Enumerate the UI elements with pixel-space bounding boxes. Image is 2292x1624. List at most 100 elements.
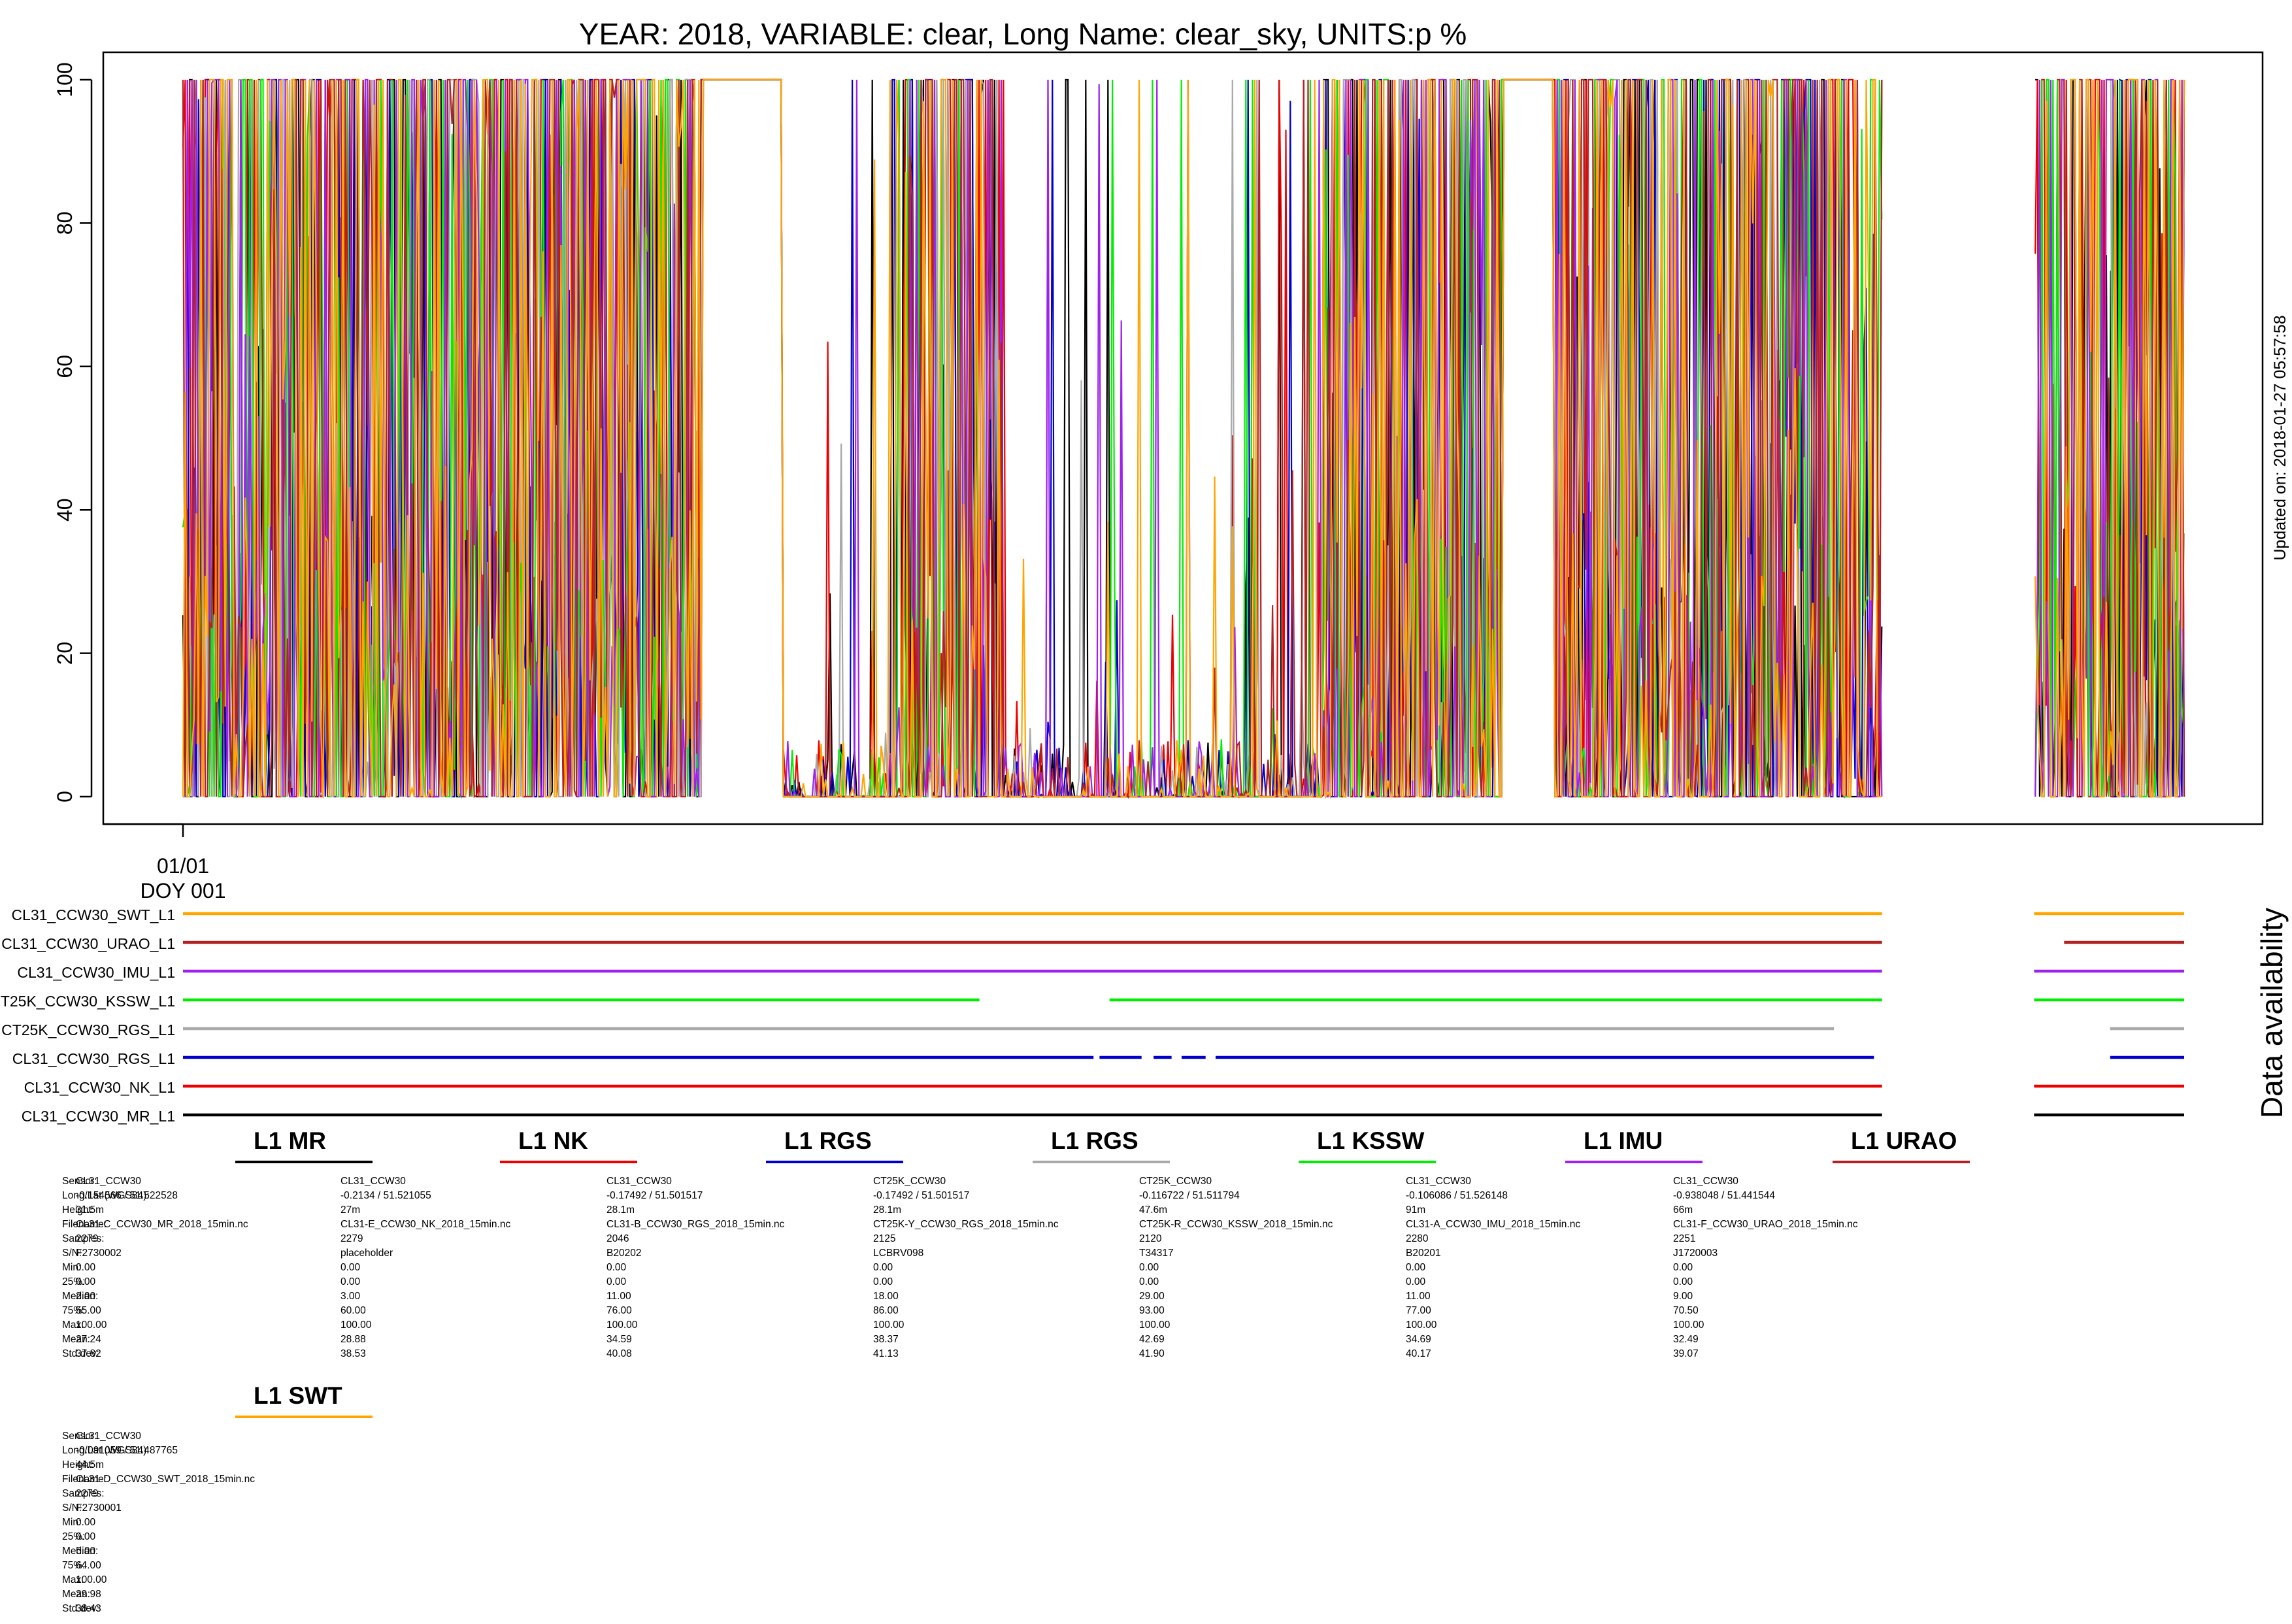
- x-tick-label-date: 01/01: [157, 854, 209, 878]
- stat-value: 28.1m: [606, 1204, 635, 1216]
- stat-value: CL31-C_CCW30_MR_2018_15min.nc: [76, 1219, 248, 1230]
- stat-value: 0.00: [76, 1531, 96, 1542]
- stat-value: 47.6m: [1139, 1204, 1168, 1216]
- availability-label: CL31_CCW30_MR_L1: [22, 1108, 175, 1125]
- stat-value: -0.091059 / 51.487765: [76, 1445, 178, 1456]
- stat-value: 44.5m: [76, 1459, 105, 1470]
- stat-value: 31.5m: [76, 1204, 105, 1216]
- stat-value: 100.00: [1139, 1319, 1171, 1331]
- stat-value: 0.00: [1673, 1262, 1693, 1273]
- stat-label: Sensor:: [62, 1176, 97, 1187]
- stat-values: CL31_CCW30 -0.091059 / 51.487765 44.5m CL31…: [76, 1429, 255, 1616]
- stat-value: 38.43: [76, 1603, 101, 1614]
- stat-label: Std.dev:: [62, 1603, 99, 1614]
- stat-value: 100.00: [873, 1319, 905, 1331]
- stat-value: 93.00: [1139, 1305, 1165, 1316]
- stat-label: Median:: [62, 1291, 99, 1302]
- series-traces: [182, 78, 2185, 800]
- stat-value: 18.00: [873, 1291, 899, 1302]
- availability-label: CL31_CCW30_NK_L1: [24, 1079, 175, 1096]
- stat-value: 76.00: [606, 1305, 632, 1316]
- stat-value: 100.00: [340, 1319, 372, 1331]
- data-availability-panel: CL31_CCW30_SWT_L1 CL31_CCW30_URAO_L1 CL31_…: [0, 906, 2184, 1125]
- stat-value: 0.00: [873, 1276, 893, 1287]
- stat-label: Long/Lat (WGS84):: [62, 1445, 150, 1456]
- stat-values: CL31_CCW30 -0.106086 / 51.526148 91m CL31-A…: [1406, 1174, 1580, 1361]
- availability-label: CL31_CCW30_SWT_L1: [11, 906, 175, 923]
- stat-value: 0.00: [873, 1262, 893, 1273]
- stat-value: 29.98: [76, 1589, 101, 1600]
- stat-value: CL31_CCW30: [1406, 1176, 1471, 1187]
- stat-value: 5.00: [76, 1546, 96, 1557]
- stat-label: Mean:: [62, 1334, 91, 1345]
- stat-value: 28.88: [340, 1334, 366, 1345]
- stat-value: 0.00: [340, 1276, 361, 1287]
- station-stats-panel: L1 URAO CL31_CCW30 -0.938048 / 51.441544 66…: [1636, 1129, 2107, 1369]
- stat-value: CL31-E_CCW30_NK_2018_15min.nc: [340, 1219, 511, 1230]
- stat-values: CL31_CCW30 -0.938048 / 51.441544 66m CL31-F…: [1673, 1174, 1858, 1361]
- station-stats-panel: L1 MR Sensor: Long/Lat (WGS84): Height: File…: [39, 1129, 510, 1369]
- stat-value: 60.00: [340, 1305, 366, 1316]
- stat-value: 0.00: [1673, 1276, 1693, 1287]
- station-color-swatch: [766, 1161, 903, 1163]
- stat-label: 75%:: [62, 1305, 86, 1316]
- stat-value: 2.00: [76, 1291, 96, 1302]
- stat-value: -0.106086 / 51.526148: [1406, 1190, 1508, 1201]
- stat-value: 11.00: [1406, 1291, 1431, 1302]
- stat-value: 0.00: [1406, 1262, 1426, 1273]
- stat-value: 0.00: [606, 1276, 627, 1287]
- stat-value: CL31-A_CCW30_IMU_2018_15min.nc: [1406, 1219, 1581, 1230]
- stat-value: B20202: [606, 1248, 642, 1259]
- stat-value: 2279: [76, 1488, 99, 1499]
- stat-value: CL31-F_CCW30_URAO_2018_15min.nc: [1673, 1219, 1858, 1230]
- station-color-swatch: [500, 1161, 637, 1163]
- stat-value: CL31_CCW30: [606, 1176, 672, 1187]
- stat-label: Long/Lat (WGS84):: [62, 1190, 150, 1201]
- stat-value: 0.00: [606, 1262, 627, 1273]
- stat-label: Samples:: [62, 1233, 105, 1244]
- stat-label: Mean:: [62, 1589, 91, 1600]
- stat-value: 0.00: [1406, 1276, 1426, 1287]
- stat-label: S/N:: [62, 1248, 82, 1259]
- stat-value: 55.00: [76, 1305, 101, 1316]
- station-color-swatch: [1833, 1161, 1970, 1163]
- station-stats-panel: L1 NK CL31_CCW30 -0.2134 / 51.521055 27m CL3…: [304, 1129, 774, 1369]
- stat-value: 32.49: [1673, 1334, 1699, 1345]
- stat-value: -0.116722 / 51.511794: [1139, 1190, 1240, 1201]
- station-color-swatch: [235, 1161, 373, 1163]
- stat-label: Min:: [62, 1262, 82, 1273]
- stat-label: Filename:: [62, 1219, 107, 1230]
- stat-label: Filename:: [62, 1474, 107, 1485]
- stat-label: Min:: [62, 1517, 82, 1528]
- stat-value: 100.00: [1406, 1319, 1437, 1331]
- stat-value: placeholder: [340, 1248, 393, 1259]
- stat-value: 2046: [606, 1233, 629, 1244]
- stat-value: 0.00: [1139, 1276, 1159, 1287]
- stat-value: 64.00: [76, 1560, 101, 1571]
- stat-label: Sensor:: [62, 1431, 97, 1442]
- stat-value: 100.00: [76, 1319, 107, 1331]
- stat-values: CL31_CCW30 -0.154566 / 51.522528 31.5m CL31…: [76, 1174, 248, 1361]
- station-stats-panel: L1 KSSW CT25K_CCW30 -0.116722 / 51.511794 4…: [1103, 1129, 1573, 1369]
- stat-value: 34.59: [606, 1334, 632, 1345]
- stat-value: T34317: [1139, 1248, 1174, 1259]
- stat-labels: Sensor: Long/Lat (WGS84): Height: Filename:…: [62, 1174, 150, 1361]
- stat-value: 91m: [1406, 1204, 1426, 1216]
- stat-value: 28.1m: [873, 1204, 902, 1216]
- stat-value: CT25K-Y_CCW30_RGS_2018_15min.nc: [873, 1219, 1059, 1230]
- availability-label: CL31_CCW30_URAO_L1: [1, 935, 175, 952]
- updated-timestamp: Updated on: 2018-01-27 05:57:58: [2271, 315, 2289, 560]
- stat-value: -0.2134 / 51.521055: [340, 1190, 431, 1201]
- stat-value: 0.00: [1139, 1262, 1159, 1273]
- stat-value: 2125: [873, 1233, 896, 1244]
- station-color-swatch: [1299, 1161, 1436, 1163]
- stat-value: LCBRV098: [873, 1248, 924, 1259]
- stat-value: 40.08: [606, 1348, 632, 1359]
- stat-value: CT25K-R_CCW30_KSSW_2018_15min.nc: [1139, 1219, 1333, 1230]
- station-stats-panel: L1 RGS CT25K_CCW30 -0.17492 / 51.501517 28.…: [837, 1129, 1307, 1369]
- stat-value: 39.07: [1673, 1348, 1699, 1359]
- stat-value: 0.00: [76, 1517, 96, 1528]
- stat-value: 100.00: [1673, 1319, 1704, 1331]
- stat-value: 0.00: [76, 1276, 96, 1287]
- stat-value: F2730002: [76, 1248, 122, 1259]
